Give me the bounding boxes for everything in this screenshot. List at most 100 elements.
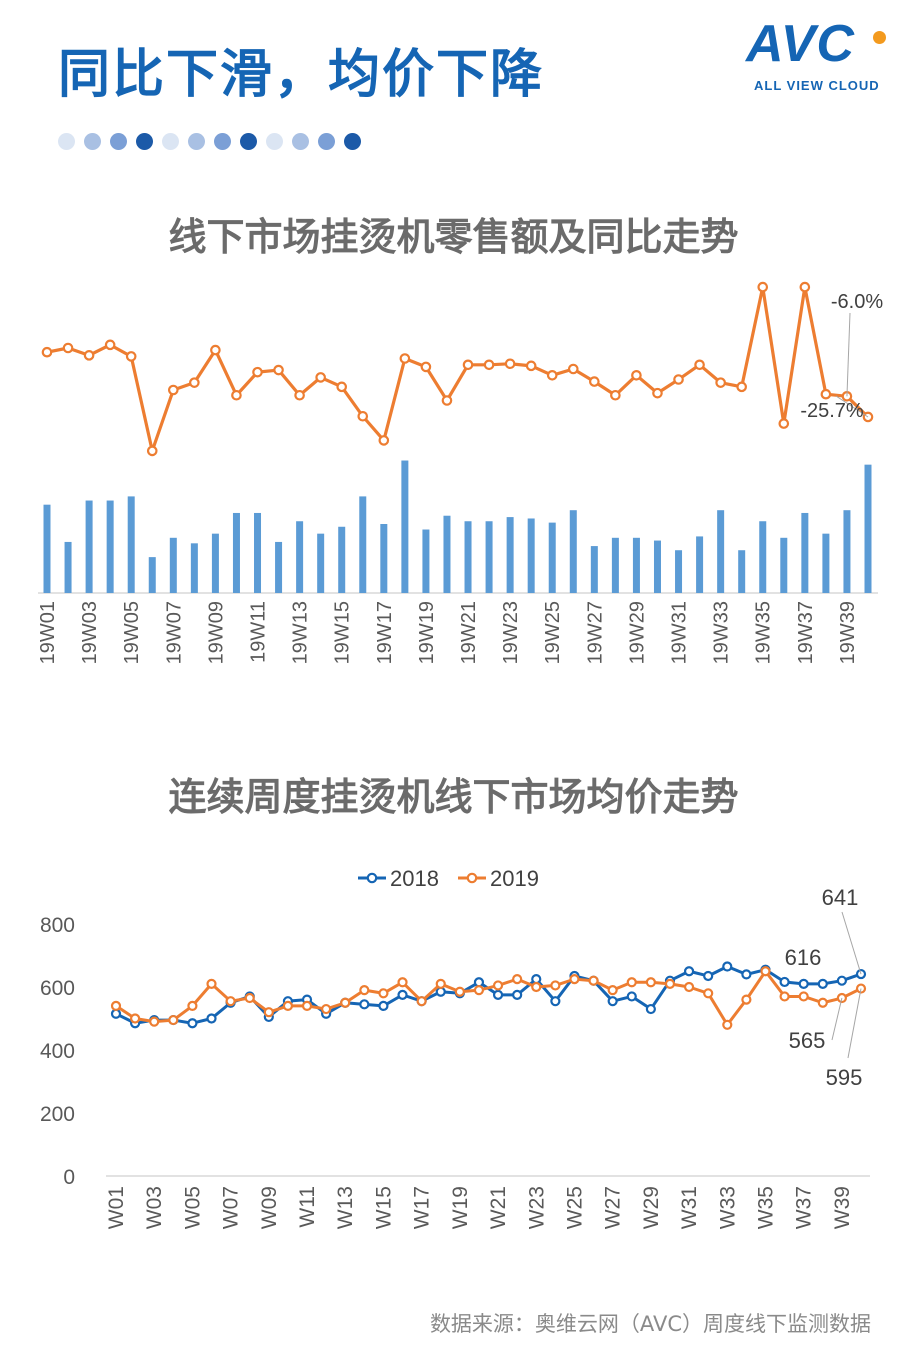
yoy-point: [610, 389, 621, 401]
series-point-2019: [550, 980, 561, 991]
data-label-leader: [841, 911, 862, 975]
series-point-2018: [703, 970, 714, 982]
sales-bar: [106, 500, 114, 593]
x-tick-label: W01: [105, 1186, 128, 1229]
x-tick-label: W15: [372, 1186, 395, 1229]
data-label-leader: [835, 395, 869, 418]
series-point-2019: [703, 988, 714, 999]
logo-dot: [873, 31, 886, 44]
series-point-2018: [397, 989, 408, 1000]
x-tick-label: 19W03: [79, 601, 101, 664]
x-tick-label: 19W07: [163, 601, 185, 664]
series-point-2019: [416, 996, 427, 1007]
series-point-2018: [817, 978, 828, 989]
sales-bar: [401, 460, 409, 593]
sales-bar: [317, 533, 325, 593]
series-point-2019: [244, 992, 255, 1004]
x-tick-label: 19W15: [332, 601, 354, 664]
yoy-data-label: -25.7%: [800, 400, 864, 422]
series-point-2019: [110, 1000, 122, 1011]
dot-11: [318, 133, 335, 150]
yoy-point: [125, 351, 137, 362]
series-point-2019: [817, 997, 828, 1008]
sales-bar: [169, 537, 177, 593]
price-data-label: 595: [826, 1065, 863, 1090]
series-point-2019: [187, 1000, 198, 1011]
dot-4: [136, 133, 153, 150]
series-point-2019: [206, 978, 217, 989]
sales-bar: [338, 526, 346, 593]
yoy-point: [862, 411, 874, 423]
dot-5: [162, 133, 179, 150]
sales-bar: [717, 510, 725, 593]
dot-7: [214, 133, 231, 150]
yoy-point: [631, 370, 642, 381]
series-point-2019: [225, 996, 236, 1007]
sales-bar: [190, 543, 198, 593]
series-point-2019: [340, 997, 351, 1008]
source-note: 数据来源：奥维云网（AVC）周度线下监测数据: [429, 1312, 871, 1336]
sales-bar: [380, 524, 388, 593]
yoy-point: [652, 387, 663, 399]
series-point-2019: [683, 981, 695, 993]
x-tick-label: 19W37: [795, 601, 817, 664]
series-point-2019: [512, 974, 523, 985]
sales-bar: [506, 517, 514, 593]
logo-wordmark: AVC: [746, 15, 855, 73]
yoy-point: [420, 361, 432, 373]
x-tick-label: W07: [220, 1186, 243, 1229]
yoy-point: [104, 339, 116, 351]
sales-bar: [548, 522, 556, 593]
sales-bar: [232, 512, 240, 593]
data-label-leader: [847, 988, 862, 1059]
series-point-2018: [607, 996, 618, 1007]
series-point-2018: [492, 989, 504, 1000]
yoy-point: [231, 389, 242, 401]
series-point-2018: [206, 1013, 217, 1024]
x-tick-label: W21: [487, 1186, 510, 1229]
x-tick-label: 19W33: [711, 601, 733, 664]
chart1-title: 线下市场挂烫机零售额及同比走势: [168, 215, 739, 259]
price-data-label: 565: [789, 1028, 826, 1053]
series-point-2019: [263, 1007, 274, 1018]
yoy-point: [525, 360, 537, 372]
x-tick-label: 19W01: [37, 601, 59, 664]
x-tick-label: W23: [525, 1186, 548, 1229]
series-point-2019: [301, 1000, 313, 1011]
series-point-2018: [836, 975, 847, 986]
x-tick-label: W03: [143, 1186, 166, 1229]
series-point-2019: [760, 966, 771, 977]
sales-bar: [738, 550, 746, 593]
sales-bar: [148, 557, 156, 593]
yoy-point: [546, 370, 558, 381]
yoy-point: [483, 359, 495, 371]
series-point-2018: [187, 1018, 198, 1029]
series-point-2019: [435, 978, 446, 989]
legend-swatch-marker: [466, 872, 478, 884]
sales-bar: [275, 541, 283, 593]
series-point-2019: [492, 980, 504, 991]
yoy-point: [41, 346, 53, 358]
series-point-2019: [626, 977, 637, 988]
sales-bar: [443, 515, 451, 593]
yoy-point: [399, 353, 411, 364]
yoy-point: [567, 363, 579, 375]
yoy-point: [294, 389, 305, 401]
x-tick-label: 19W39: [837, 601, 859, 664]
series-point-2018: [359, 999, 370, 1010]
series-point-2019: [378, 988, 389, 999]
series-point-2018: [512, 989, 523, 1000]
yoy-point: [673, 374, 684, 385]
x-tick-label: 19W25: [542, 601, 564, 664]
dot-8: [240, 133, 257, 150]
sales-bar: [864, 464, 872, 593]
x-tick-label: 19W09: [205, 601, 227, 664]
series-point-2019: [454, 986, 465, 997]
sales-yoy-chart: -6.0% -25.7% 19W01 19W03 19W05 19W07 19W09 19W1…: [37, 281, 883, 664]
series-point-2018: [779, 976, 790, 988]
yoy-point: [189, 377, 200, 388]
x-tick-label: W09: [258, 1186, 281, 1229]
yoy-point: [315, 372, 326, 383]
yoy-point: [378, 435, 390, 446]
x-tick-label: W29: [640, 1186, 663, 1229]
